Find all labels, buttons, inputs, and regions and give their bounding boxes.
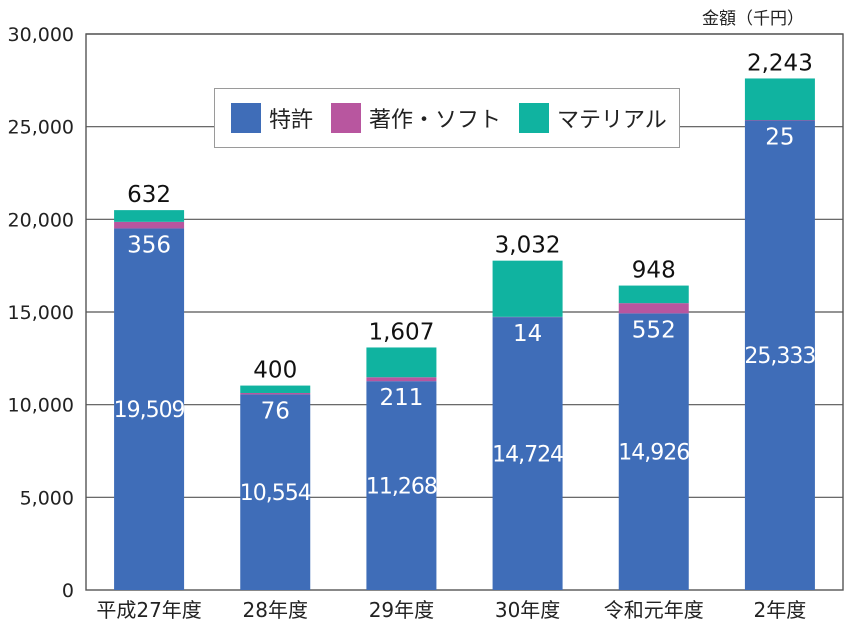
x-tick-label: 2年度 <box>754 598 807 622</box>
bar-segment <box>744 120 815 591</box>
y-tick-label: 5,000 <box>20 487 74 509</box>
data-label-material: 400 <box>253 358 297 384</box>
bar-segment <box>114 221 185 229</box>
bar-segment <box>240 394 311 590</box>
y-tick-label: 0 <box>62 580 74 602</box>
data-label-material: 1,607 <box>368 319 434 345</box>
legend: 特許 著作・ソフト マテリアル <box>214 88 680 148</box>
y-tick-label: 15,000 <box>8 302 74 324</box>
legend-label-material: マテリアル <box>557 108 667 133</box>
data-label-patent: 19,509 <box>114 398 185 423</box>
unit-label: 金額（千円） <box>702 9 804 29</box>
data-label-patent: 10,554 <box>240 481 311 506</box>
bar-segment <box>492 317 563 590</box>
y-tick-label: 25,000 <box>8 117 74 139</box>
bar-segment <box>618 303 689 314</box>
data-label-material: 948 <box>632 258 676 284</box>
legend-swatch-copyright-software <box>331 103 362 133</box>
bar-segment <box>744 78 815 121</box>
x-tick-label: 29年度 <box>369 598 434 622</box>
legend-item-patent: 特許 <box>231 102 313 134</box>
y-tick-label: 20,000 <box>8 209 74 231</box>
data-label-material: 632 <box>127 182 171 208</box>
bar-segment <box>366 381 437 590</box>
bar-segment <box>240 385 311 393</box>
data-label-patent: 14,724 <box>492 443 563 468</box>
data-label-patent: 25,333 <box>744 344 815 369</box>
data-label-patent: 14,926 <box>618 441 689 466</box>
bar-segment <box>618 313 689 590</box>
x-tick-label: 令和元年度 <box>604 598 704 622</box>
data-label-copyright-software: 25 <box>765 124 794 150</box>
legend-swatch-patent <box>231 103 261 133</box>
data-label-copyright-software: 356 <box>127 232 171 258</box>
bar-segment <box>366 377 437 382</box>
plot-frame <box>85 33 844 591</box>
data-label-patent: 11,268 <box>366 475 437 500</box>
bar-segment <box>114 210 185 222</box>
data-label-copyright-software: 552 <box>632 317 676 343</box>
y-tick-label: 30,000 <box>8 24 74 46</box>
data-label-copyright-software: 211 <box>379 385 423 411</box>
data-label-copyright-software: 76 <box>261 398 290 424</box>
bar-segment <box>618 285 689 304</box>
y-tick-label: 10,000 <box>8 395 74 417</box>
legend-swatch-material <box>519 103 550 133</box>
legend-label-patent: 特許 <box>269 108 314 133</box>
legend-label-copyright-software: 著作・ソフト <box>369 108 502 133</box>
bar-segment <box>114 228 185 590</box>
legend-item-copyright-software: 著作・ソフト <box>331 102 501 134</box>
data-label-material: 3,032 <box>495 233 561 259</box>
x-tick-label: 30年度 <box>495 598 560 622</box>
legend-item-material: マテリアル <box>519 102 667 134</box>
data-label-copyright-software: 14 <box>513 321 542 347</box>
data-label-material: 2,243 <box>747 50 813 76</box>
bar-segment <box>492 260 563 317</box>
x-tick-label: 28年度 <box>243 598 308 622</box>
bar-segment <box>366 347 437 378</box>
bar-segment <box>240 392 311 395</box>
x-tick-label: 平成27年度 <box>96 598 201 622</box>
